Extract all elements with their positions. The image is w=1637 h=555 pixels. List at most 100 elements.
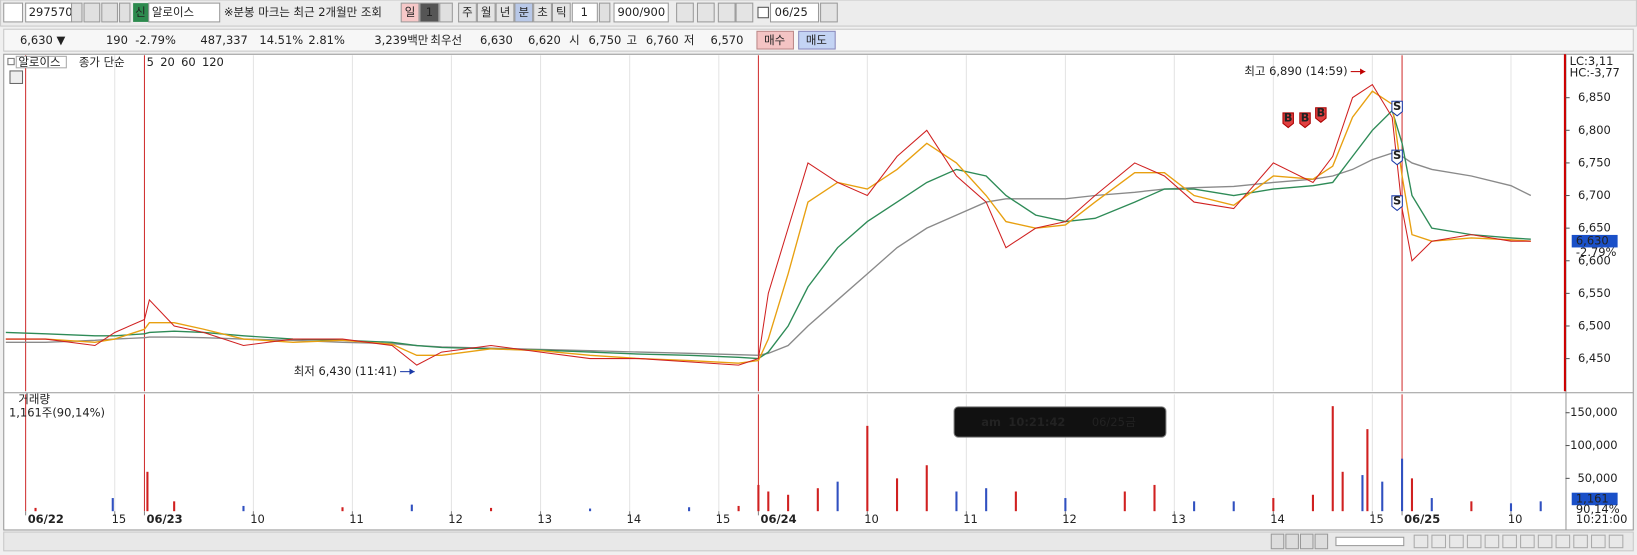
info-field: 6,630	[480, 33, 513, 47]
speaker-button[interactable]	[101, 2, 118, 23]
notice: ※분봉 마크는 최근 2개월만 조회	[224, 5, 382, 19]
volume-bar	[1193, 501, 1196, 512]
volume-bar	[173, 501, 176, 512]
y-tick-label: 50,000	[1577, 471, 1617, 485]
signal-label: S	[1393, 194, 1401, 208]
y-tick-label: 6,700	[1578, 188, 1611, 202]
period-button[interactable]	[533, 2, 552, 23]
clock-weekday: 금	[1125, 415, 1136, 429]
tool-icon[interactable]	[735, 2, 754, 23]
sell-button[interactable]	[798, 30, 836, 50]
tool-icon[interactable]	[717, 2, 736, 23]
zoom-button[interactable]	[1431, 534, 1447, 549]
scroll-button[interactable]	[1314, 533, 1329, 550]
date-input[interactable]	[769, 2, 820, 23]
zoom-button[interactable]	[1537, 534, 1553, 549]
x-tick-label: 13	[537, 512, 552, 526]
x-tick-label: 06/25	[1404, 512, 1440, 526]
signal-label: B	[1284, 111, 1293, 125]
zoom-button[interactable]	[1591, 534, 1606, 549]
count-input[interactable]	[613, 2, 669, 23]
zoom-button[interactable]	[1413, 534, 1429, 549]
period[interactable]: 분	[519, 5, 530, 19]
name-input[interactable]	[148, 2, 221, 23]
menu-icon[interactable]	[3, 2, 24, 23]
x-tick-label: 15	[716, 512, 731, 526]
scroll-button[interactable]	[1299, 533, 1314, 550]
info-field: 6,570	[711, 33, 744, 47]
volume-bar	[1014, 491, 1017, 512]
dropdown[interactable]	[71, 2, 83, 23]
period-button[interactable]	[419, 2, 440, 23]
zoom-button[interactable]	[1573, 534, 1588, 549]
period[interactable]: 1	[426, 5, 433, 19]
zoom-button[interactable]	[1555, 534, 1571, 549]
settings-icon[interactable]	[9, 70, 24, 84]
dropdown[interactable]	[119, 2, 131, 23]
volume-bar	[866, 425, 869, 512]
signal-marker	[1299, 112, 1311, 129]
period-button[interactable]	[400, 2, 420, 23]
signal-marker	[1391, 149, 1403, 166]
x-tick-label: 14	[1270, 512, 1285, 526]
scroll-bar[interactable]	[3, 531, 1634, 552]
volume-bar	[489, 507, 493, 512]
info-field[interactable]: 매수	[764, 33, 785, 47]
volume-bar	[1401, 458, 1404, 512]
scroll-button[interactable]	[1270, 533, 1285, 550]
volume-bar	[836, 481, 839, 512]
scroll-track[interactable]	[1335, 536, 1405, 547]
last-price: 6,630	[1576, 234, 1609, 248]
tool-icon[interactable]	[676, 2, 694, 23]
period[interactable]: 틱	[556, 5, 567, 19]
signal-marker	[1391, 195, 1403, 212]
period[interactable]: 년	[500, 5, 511, 19]
zoom-button[interactable]	[1608, 534, 1624, 549]
code[interactable]: 297570	[29, 5, 73, 19]
volume-bar	[589, 508, 592, 512]
x-tick-label: 06/23	[147, 512, 183, 526]
dropdown[interactable]	[598, 2, 611, 23]
volume-bar	[1311, 494, 1314, 512]
period-button[interactable]	[551, 2, 571, 23]
tool-icon[interactable]	[696, 2, 715, 23]
info-field: 3,239백만	[374, 33, 428, 47]
volume-bar	[895, 478, 899, 512]
zoom-button[interactable]	[1484, 534, 1500, 549]
calendar-button[interactable]	[820, 2, 838, 23]
volume-bar	[1509, 503, 1513, 512]
period-button[interactable]	[495, 2, 515, 23]
period-button[interactable]	[476, 2, 496, 23]
buy-button[interactable]	[756, 30, 794, 50]
volume-title: 거래량	[18, 392, 50, 406]
panel-title: 알로이스	[18, 55, 60, 69]
signal-label: S	[1393, 148, 1401, 162]
period-button[interactable]	[458, 2, 477, 23]
zoom-button[interactable]	[1502, 534, 1517, 549]
period[interactable]: 일	[405, 5, 416, 19]
scroll-button[interactable]	[1285, 533, 1299, 550]
clock-ampm: am	[981, 415, 1001, 429]
zoom-button[interactable]	[1466, 534, 1482, 549]
volume-bar	[1410, 478, 1414, 512]
checkbox[interactable]	[757, 6, 769, 19]
x-tick-label: 12	[1062, 512, 1077, 526]
dropdown[interactable]	[439, 2, 453, 23]
info-field[interactable]: 매도	[806, 33, 827, 47]
zoom-button[interactable]	[1520, 534, 1535, 549]
volume-bar	[1470, 501, 1473, 512]
arrow-head	[409, 368, 415, 375]
search-button[interactable]	[83, 2, 101, 23]
info-items: 6,630 ▼ 190 -2.79% 487,337 14.51% 2.81% 3,239백…	[20, 30, 836, 50]
zoom-button[interactable]	[1449, 534, 1464, 549]
x-tick-label: 14	[627, 512, 642, 526]
period-button[interactable]	[514, 2, 534, 23]
x-tick-label: 15	[1369, 512, 1384, 526]
period[interactable]: 월	[481, 5, 492, 19]
period[interactable]: 초	[537, 5, 548, 19]
period[interactable]: 주	[462, 5, 473, 19]
volume-bar	[1361, 475, 1364, 512]
toolbar-items: 297570 신 알로이스 ※분봉 마크는 최근 2개월만 조회 일 1 주 월 년 분 초 틱 1 90…	[3, 2, 838, 23]
interval-input[interactable]	[571, 2, 598, 23]
volume-bar	[985, 488, 988, 512]
